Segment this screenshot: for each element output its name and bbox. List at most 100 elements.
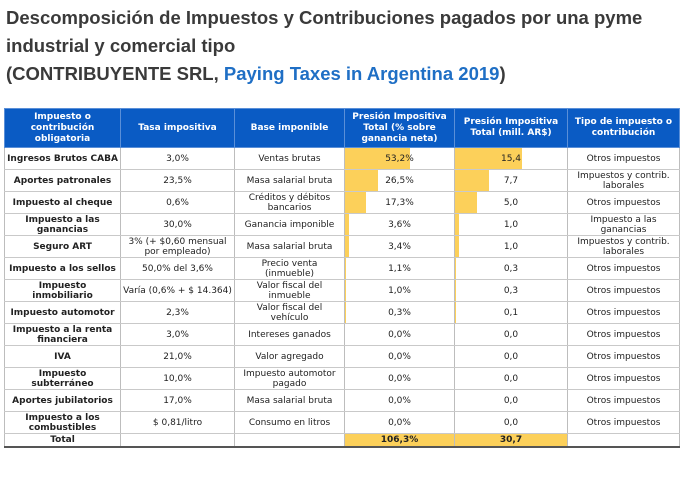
pct-cell: 0,3% (344, 301, 455, 324)
table-row: IVA 21,0% Valor agregado 0,0% 0,0 Otros impue… (4, 345, 680, 368)
title-line2: industrial y comercial tipo (6, 35, 236, 56)
pct-bar (345, 280, 347, 301)
mill-cell: 0,0 (454, 411, 568, 434)
base-cell: Consumo en litros (234, 411, 345, 434)
type-cell: Impuestos y contrib. laborales (567, 235, 680, 258)
pct-cell-value: 0,0% (388, 395, 411, 406)
mill-bar (455, 236, 460, 257)
pct-cell: 0,0% (344, 323, 455, 346)
base-cell: Ventas brutas (234, 147, 345, 170)
rate-cell: Varía (0,6% + $ 14.364) (120, 279, 235, 302)
tax-name-cell: IVA (4, 345, 121, 368)
tax-name-cell: Aportes patronales (4, 169, 121, 192)
pct-cell-value: 0,0% (388, 373, 411, 384)
pct-bar (345, 236, 350, 257)
base-cell: Impuesto automotor pagado (234, 367, 345, 390)
table-row: Ingresos Brutos CABA 3,0% Ventas brutas 53,… (4, 147, 680, 170)
total-pct: 106,3% (344, 433, 455, 448)
pct-cell-value: 0,0% (388, 329, 411, 340)
paying-taxes-link[interactable]: Paying Taxes in Argentina 2019 (223, 63, 500, 84)
mill-bar (455, 214, 460, 235)
pct-bar (345, 192, 367, 213)
rate-cell: 10,0% (120, 367, 235, 390)
rate-cell: 17,0% (120, 389, 235, 412)
pct-cell-value: 3,4% (388, 241, 411, 252)
type-cell: Otros impuestos (567, 191, 680, 214)
pct-bar (345, 170, 378, 191)
tax-table: Impuesto o contribución obligatoria Tasa… (4, 108, 680, 448)
pct-cell-value: 17,3% (385, 197, 414, 208)
header-tax-name: Impuesto o contribución obligatoria (4, 108, 121, 148)
rate-cell: 2,3% (120, 301, 235, 324)
pct-cell: 1,0% (344, 279, 455, 302)
mill-cell: 5,0 (454, 191, 568, 214)
tax-name-cell: Impuesto inmobiliario (4, 279, 121, 302)
mill-cell-value: 0,0 (503, 417, 519, 428)
pct-cell-value: 1,1% (388, 263, 411, 274)
base-cell: Valor fiscal del vehículo (234, 301, 345, 324)
base-cell: Ganancia imponible (234, 213, 345, 236)
total-empty-type (567, 433, 680, 448)
tax-name-cell: Impuesto a los sellos (4, 257, 121, 280)
tax-name-cell: Seguro ART (4, 235, 121, 258)
table-header-row: Impuesto o contribución obligatoria Tasa… (4, 108, 680, 148)
mill-cell-value: 1,0 (503, 241, 519, 252)
header-mill: Presión Impositiva Total (mill. AR$) (454, 108, 568, 148)
title-line3-prefix: (CONTRIBUYENTE SRL, (6, 63, 224, 84)
rate-cell: $ 0,81/litro (120, 411, 235, 434)
pct-cell: 0,0% (344, 367, 455, 390)
mill-cell-value: 5,0 (503, 197, 519, 208)
pct-cell: 0,0% (344, 411, 455, 434)
base-cell: Masa salarial bruta (234, 169, 345, 192)
type-cell: Otros impuestos (567, 389, 680, 412)
mill-cell: 0,0 (454, 345, 568, 368)
header-base: Base imponible (234, 108, 345, 148)
table-row: Seguro ART 3% (+ $0,60 mensual por emplea… (4, 235, 680, 258)
mill-bar (455, 258, 457, 279)
pct-cell: 0,0% (344, 389, 455, 412)
total-empty-rate (120, 433, 235, 448)
table-row: Impuesto a los combustibles $ 0,81/litro C… (4, 411, 680, 434)
type-cell: Impuesto a las ganancias (567, 213, 680, 236)
mill-bar (455, 192, 477, 213)
tax-name-cell: Ingresos Brutos CABA (4, 147, 121, 170)
mill-cell-value: 7,7 (503, 175, 519, 186)
rate-cell: 3% (+ $0,60 mensual por empleado) (120, 235, 235, 258)
mill-cell-value: 0,3 (503, 285, 519, 296)
table-row: Impuesto automotor 2,3% Valor fiscal del v… (4, 301, 680, 324)
type-cell: Otros impuestos (567, 257, 680, 280)
pct-cell-value: 0,3% (388, 307, 411, 318)
type-cell: Otros impuestos (567, 301, 680, 324)
table-row: Impuesto subterráneo 10,0% Impuesto automo… (4, 367, 680, 390)
pct-bar (345, 214, 350, 235)
pct-cell: 26,5% (344, 169, 455, 192)
tax-name-cell: Impuesto al cheque (4, 191, 121, 214)
pct-cell: 0,0% (344, 345, 455, 368)
pct-cell-value: 0,0% (388, 351, 411, 362)
header-type: Tipo de impuesto o contribución (567, 108, 680, 148)
table-row: Aportes jubilatorios 17,0% Masa salarial b… (4, 389, 680, 412)
total-mill-value: 30,7 (499, 435, 523, 445)
mill-cell-value: 0,3 (503, 263, 519, 274)
header-pct: Presión Impositiva Total (% sobre gananc… (344, 108, 455, 148)
table-row: Impuesto inmobiliario Varía (0,6% + $ 14.… (4, 279, 680, 302)
rate-cell: 30,0% (120, 213, 235, 236)
base-cell: Intereses ganados (234, 323, 345, 346)
mill-bar (455, 148, 523, 169)
pct-bar (345, 148, 411, 169)
title-line3-suffix: ) (499, 63, 506, 84)
mill-cell: 7,7 (454, 169, 568, 192)
tax-name-cell: Impuesto a las ganancias (4, 213, 121, 236)
mill-cell: 0,3 (454, 279, 568, 302)
pct-cell: 3,4% (344, 235, 455, 258)
tax-name-cell: Impuesto a la renta financiera (4, 323, 121, 346)
type-cell: Otros impuestos (567, 367, 680, 390)
type-cell: Otros impuestos (567, 411, 680, 434)
pct-cell-value: 1,0% (388, 285, 411, 296)
pct-cell-value: 0,0% (388, 417, 411, 428)
table-body: Ingresos Brutos CABA 3,0% Ventas brutas 53,… (4, 147, 680, 448)
base-cell: Valor agregado (234, 345, 345, 368)
total-label: Total (4, 433, 121, 448)
mill-cell: 0,3 (454, 257, 568, 280)
mill-cell: 0,0 (454, 323, 568, 346)
